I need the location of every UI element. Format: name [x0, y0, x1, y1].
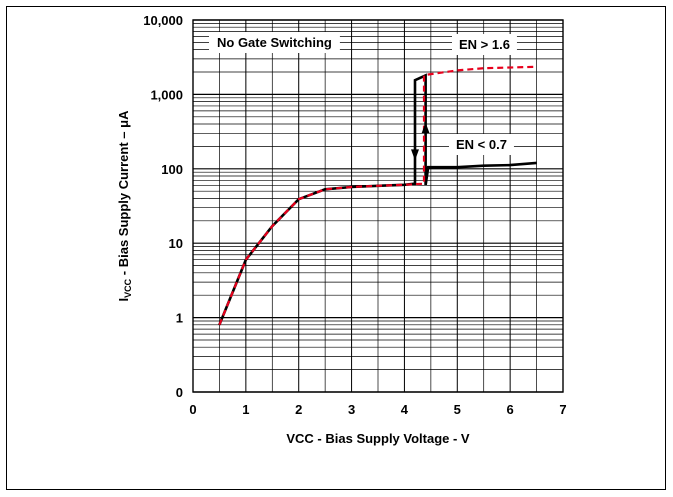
x-tick-label: 0 — [189, 402, 196, 417]
en-low-label: EN < 0.7 — [456, 137, 507, 152]
x-tick-label: 4 — [401, 402, 409, 417]
en-low-label-box: EN < 0.7 — [449, 134, 514, 155]
condition-label-box: No Gate Switching — [209, 32, 340, 53]
en-high-label: EN > 1.6 — [459, 37, 510, 52]
y-tick-label: 10,000 — [143, 13, 183, 28]
traces — [218, 65, 537, 326]
arrow-up-icon — [421, 122, 430, 134]
arrows — [411, 122, 430, 161]
labels: 0 1 2 3 4 5 6 7 0 1 10 100 1,000 10,000 — [143, 13, 566, 417]
x-tick-label: 3 — [348, 402, 355, 417]
x-tick-label: 6 — [507, 402, 514, 417]
series-line-dashed — [218, 65, 537, 326]
y-tick-label: 1 — [176, 311, 183, 326]
grid — [192, 19, 564, 393]
x-tick-label: 1 — [242, 402, 249, 417]
x-tick-label: 7 — [559, 402, 566, 417]
condition-label: No Gate Switching — [217, 35, 332, 50]
y-tick-label: 1,000 — [150, 87, 183, 102]
plot-border — [192, 19, 564, 393]
x-axis-label: VCC - Bias Supply Voltage - V — [286, 431, 470, 446]
x-tick-label: 2 — [295, 402, 302, 417]
en-high-label-box: EN > 1.6 — [452, 34, 517, 55]
y-tick-label: 100 — [161, 162, 183, 177]
y-tick-label: 0 — [176, 385, 183, 400]
arrow-down-icon — [411, 149, 419, 161]
y-axis-label: IVCC - Bias Supply Current – μA — [116, 110, 133, 302]
y-tick-label: 10 — [169, 236, 183, 251]
series-line-solid — [218, 73, 537, 326]
figure-frame — [6, 6, 666, 490]
x-tick-label: 5 — [454, 402, 461, 417]
